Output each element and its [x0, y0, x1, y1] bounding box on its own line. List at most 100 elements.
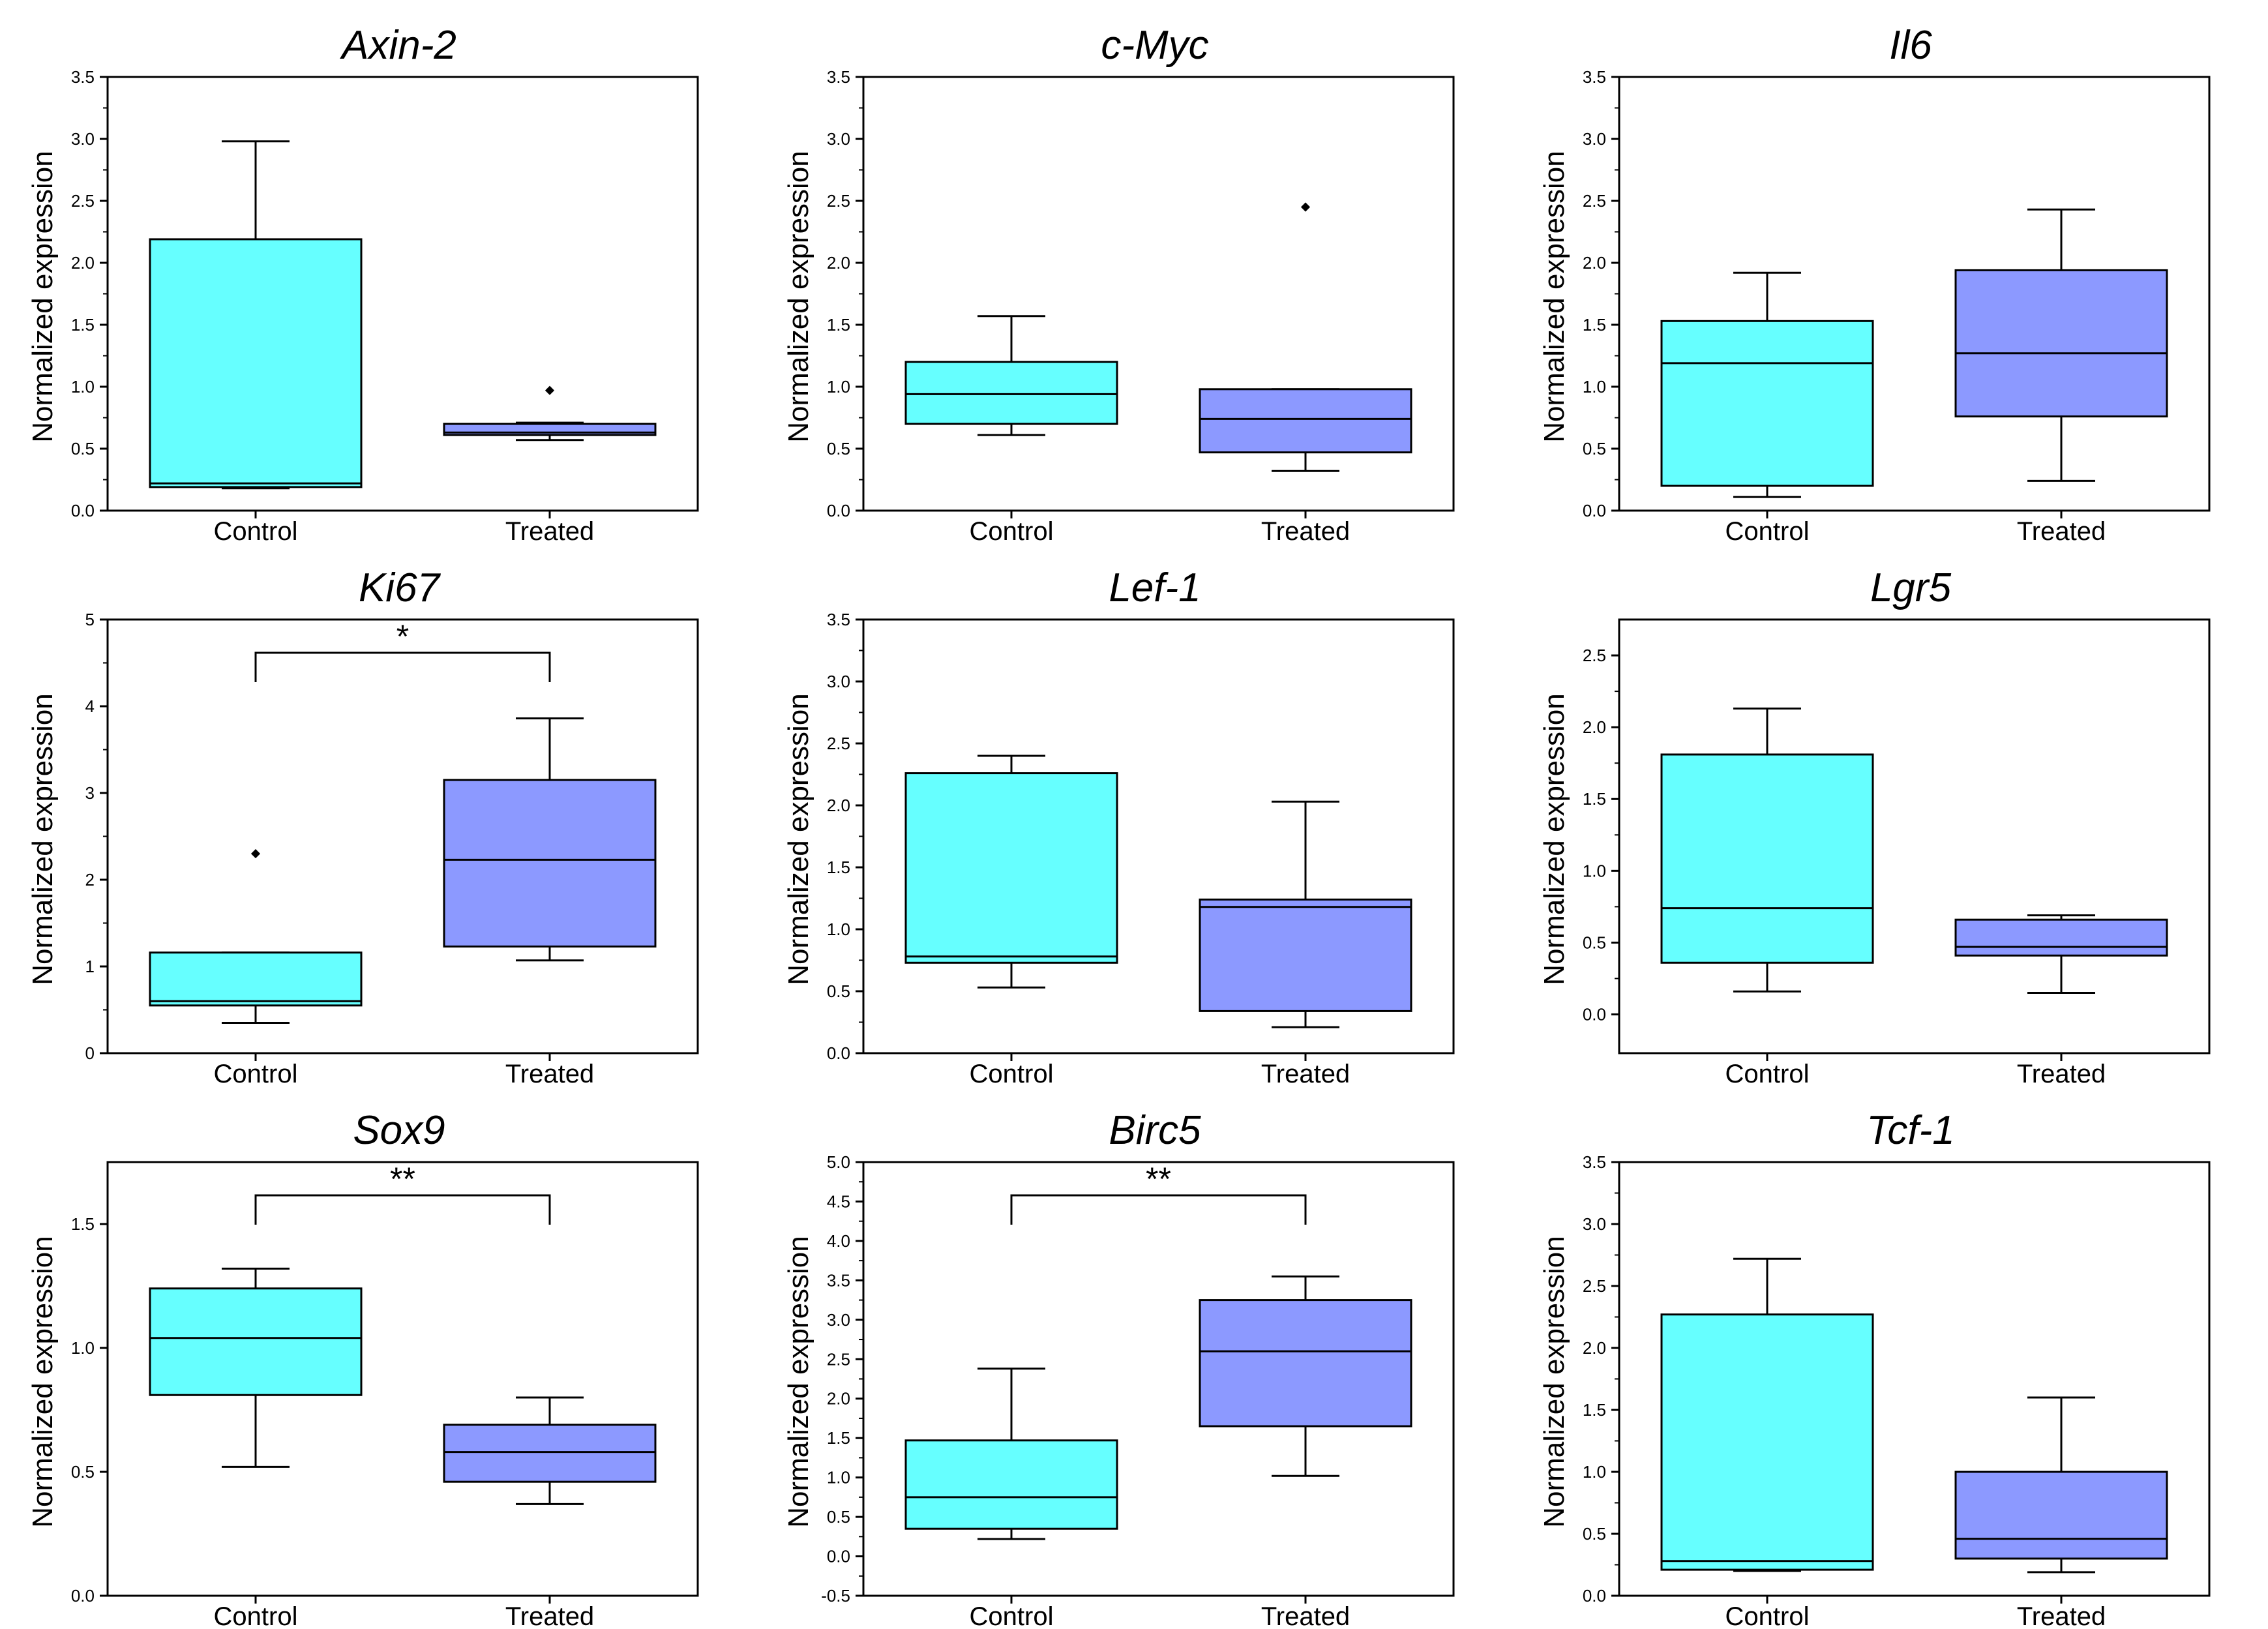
chart-svg: Ki67 Normalized expression 0 1 2 3 4 5 Control… — [27, 565, 699, 1085]
y-tick-label: 0.0 — [827, 1547, 850, 1566]
y-tick-label: 3.0 — [827, 1310, 850, 1330]
y-tick-label: 0.5 — [1583, 439, 1606, 458]
x-tick-label: Treated — [1261, 1060, 1350, 1085]
chart-title: Lgr5 — [1870, 565, 1952, 610]
y-tick-label: 1.5 — [827, 1428, 850, 1448]
x-tick-label: Treated — [505, 517, 594, 543]
y-tick-label: 0 — [85, 1043, 95, 1063]
y-axis-label: Normalized expression — [27, 151, 59, 443]
box-iqr — [1660, 1313, 1874, 1571]
x-tick-label: Control — [970, 517, 1054, 543]
y-tick-label: 4.5 — [827, 1191, 850, 1211]
x-tick-label: Treated — [1261, 517, 1350, 543]
plot-layer: -0.5 0.0 0.5 1.0 1.5 2.0 2.5 3.0 3.5 4.0 4.5 5.0 Con… — [821, 1152, 1455, 1628]
y-tick-label: 1.0 — [1583, 861, 1606, 880]
box-iqr — [1954, 1471, 2168, 1560]
y-tick-label: 3.0 — [1583, 129, 1606, 149]
box-iqr — [149, 238, 363, 488]
y-axis-label: Normalized expression — [27, 1236, 59, 1528]
box-iqr — [904, 361, 1118, 425]
y-tick-label: 2.0 — [1583, 717, 1606, 737]
chart-svg: Axin-2 Normalized expression 0.0 0.5 1.0 1.… — [27, 23, 699, 543]
box-iqr — [1199, 388, 1412, 454]
y-tick-label: 2.5 — [71, 191, 95, 211]
box-iqr — [1660, 320, 1874, 487]
y-tick-label: 1.0 — [71, 377, 95, 396]
chart-lgr5: Lgr5 Normalized expression 0.0 0.5 1.0 1.5 2… — [1512, 543, 2267, 1085]
x-tick-label: Treated — [1261, 1602, 1350, 1628]
significance-label: * — [396, 618, 409, 655]
x-tick-label: Treated — [2017, 517, 2106, 543]
y-tick-label: 2.0 — [827, 1389, 850, 1409]
y-tick-label: 3.0 — [1583, 1214, 1606, 1234]
y-tick-label: 2.0 — [1583, 253, 1606, 273]
significance-bracket — [254, 651, 551, 682]
chart-svg: Lef-1 Normalized expression 0.0 0.5 1.0 1.5… — [783, 565, 1455, 1085]
box-iqr — [1199, 1299, 1412, 1427]
y-tick-label: 0.0 — [827, 1043, 850, 1063]
y-tick-label: 3.5 — [827, 67, 850, 87]
chart-title: Sox9 — [353, 1108, 445, 1153]
chart-title: c-Myc — [1101, 23, 1208, 68]
x-tick-label: Control — [214, 1060, 298, 1085]
y-tick-label: 0.0 — [1583, 501, 1606, 520]
box-iqr — [443, 779, 657, 948]
significance-label: ** — [390, 1161, 415, 1197]
y-tick-label: 2.5 — [827, 734, 850, 753]
plot-frame — [1618, 618, 2211, 1054]
y-tick-label: 2.0 — [827, 253, 850, 273]
y-tick-label: 0.0 — [1583, 1005, 1606, 1024]
y-axis-label: Normalized expression — [783, 693, 814, 985]
chart-birc5: Birc5 Normalized expression -0.5 0.0 0.5 1.… — [756, 1085, 1512, 1628]
y-tick-label: 3.5 — [1583, 1152, 1606, 1172]
y-tick-label: 0.0 — [71, 501, 95, 520]
y-tick-label: 0.5 — [71, 1462, 95, 1482]
plot-layer: 0.0 0.5 1.0 1.5 2.0 2.5 3.0 3.5 Control Treated — [71, 67, 699, 543]
outlier-point — [545, 385, 555, 395]
y-tick-label: 1.0 — [827, 1468, 850, 1487]
y-tick-label: 2.5 — [1583, 1276, 1606, 1296]
box-iqr — [1199, 898, 1412, 1012]
y-tick-label: 0.0 — [1583, 1586, 1606, 1606]
y-tick-label: 2 — [85, 870, 95, 889]
y-tick-label: 1.5 — [1583, 789, 1606, 809]
y-tick-label: 0.5 — [71, 439, 95, 458]
y-tick-label: 0.0 — [71, 1586, 95, 1606]
y-tick-label: 1.5 — [827, 858, 850, 877]
y-tick-label: 3.0 — [827, 129, 850, 149]
y-tick-label: 3.5 — [827, 610, 850, 629]
chart-lef-1: Lef-1 Normalized expression 0.0 0.5 1.0 1.5… — [756, 543, 1512, 1085]
y-tick-label: 3.0 — [827, 672, 850, 691]
significance-bracket — [254, 1194, 551, 1225]
y-tick-label: 2.0 — [1583, 1338, 1606, 1358]
chart-c-myc: c-Myc Normalized expression 0.0 0.5 1.0 1.5… — [756, 0, 1512, 543]
box-iqr — [904, 1439, 1118, 1530]
y-tick-label: 0.5 — [827, 981, 850, 1001]
y-tick-label: 1.0 — [1583, 377, 1606, 396]
chart-title: Il6 — [1889, 23, 1932, 68]
plot-layer: 0.0 0.5 1.0 1.5 2.0 2.5 3.0 3.5 Control Treated — [827, 67, 1455, 543]
y-tick-label: 1.0 — [827, 919, 850, 939]
y-tick-label: 1 — [85, 957, 95, 976]
plot-layer: 0.0 0.5 1.0 1.5 2.0 2.5 3.0 3.5 Control Treated — [827, 610, 1455, 1085]
y-tick-label: 5 — [85, 610, 95, 629]
chart-title: Lef-1 — [1109, 565, 1201, 610]
y-axis-label: Normalized expression — [1538, 151, 1570, 443]
chart-title: Axin-2 — [339, 23, 456, 68]
plot-layer: 0.0 0.5 1.0 1.5 2.0 2.5 3.0 3.5 Control Treated — [1583, 67, 2211, 543]
x-tick-label: Control — [1725, 517, 1810, 543]
box-iqr — [149, 1287, 363, 1396]
chart-svg: Birc5 Normalized expression -0.5 0.0 0.5 1.… — [783, 1108, 1455, 1628]
plot-frame — [106, 1161, 699, 1597]
y-tick-label: 2.0 — [827, 796, 850, 815]
box-iqr — [1954, 269, 2168, 418]
chart-svg: Sox9 Normalized expression 0.0 0.5 1.0 1.5 C… — [27, 1108, 699, 1628]
x-tick-label: Control — [214, 1602, 298, 1628]
plot-layer: 0 1 2 3 4 5 Control Treated * — [85, 610, 699, 1085]
x-tick-label: Control — [214, 517, 298, 543]
chart-ki67: Ki67 Normalized expression 0 1 2 3 4 5 Control… — [0, 543, 756, 1085]
y-tick-label: 2.5 — [827, 191, 850, 211]
y-tick-label: 1.0 — [1583, 1462, 1606, 1482]
y-tick-label: 2.0 — [71, 253, 95, 273]
y-tick-label: 1.5 — [71, 1214, 95, 1234]
